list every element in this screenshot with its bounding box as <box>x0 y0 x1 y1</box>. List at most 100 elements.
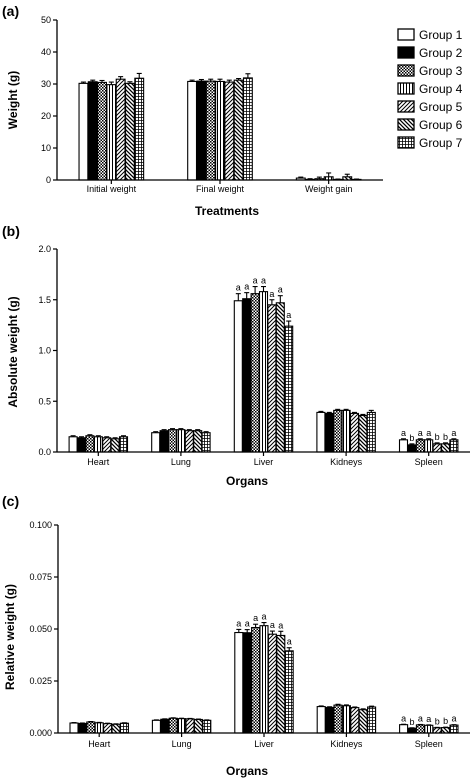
bar <box>350 707 360 734</box>
bar <box>398 439 409 453</box>
bar <box>134 77 145 181</box>
bar <box>68 436 78 453</box>
bar <box>224 81 235 181</box>
bar <box>215 80 225 181</box>
bar <box>234 631 244 734</box>
significance-letter: b <box>409 433 414 443</box>
bar <box>168 717 178 734</box>
x-tick-label: Liver <box>254 457 274 467</box>
x-tick-label: Final weight <box>196 184 245 194</box>
bar <box>233 300 243 453</box>
panel-label-b: (b) <box>2 223 20 239</box>
bar <box>103 723 113 734</box>
significance-letter: a <box>426 428 431 438</box>
significance-letter: b <box>443 432 448 442</box>
bar <box>449 439 459 453</box>
bar <box>349 412 360 453</box>
bar <box>367 706 377 734</box>
bar <box>258 291 269 453</box>
bar <box>111 723 121 734</box>
legend-label: Group 7 <box>419 136 463 150</box>
x-axis-title-b: Organs <box>226 474 268 488</box>
bar <box>275 302 285 453</box>
x-tick-label: Spleen <box>415 457 443 467</box>
significance-letter: b <box>443 716 448 726</box>
significance-letter: a <box>451 714 456 724</box>
bar <box>449 724 459 734</box>
significance-letter: a <box>261 276 266 286</box>
bar <box>110 438 120 453</box>
bar <box>69 722 79 734</box>
significance-letter: b <box>409 717 414 727</box>
y-axis-title-b: Absolute weight (g) <box>6 296 20 407</box>
legend-label: Group 4 <box>419 82 463 96</box>
y-tick-label: 0.100 <box>29 520 52 530</box>
legend-swatch <box>397 46 415 59</box>
x-tick-label: Lung <box>171 457 191 467</box>
significance-letter: a <box>269 289 274 299</box>
bar <box>77 722 87 734</box>
bar <box>205 80 216 181</box>
bar <box>250 293 260 453</box>
x-tick-label: Initial weight <box>87 184 137 194</box>
bar <box>316 411 326 453</box>
significance-letter: a <box>236 618 241 628</box>
x-tick-label: Spleen <box>415 739 443 749</box>
plot-a: 0 10 20 30 40 50 Initial weight Final weight Wei… <box>41 15 383 194</box>
legend-swatch <box>397 100 415 113</box>
bar <box>242 298 252 453</box>
bar <box>151 719 161 734</box>
bar <box>341 705 351 734</box>
y-tick-label: 0.050 <box>29 624 52 634</box>
bar <box>86 721 96 734</box>
y-axis-title-a: Weight (g) <box>6 71 20 129</box>
legend-swatch <box>397 136 415 149</box>
panel-a: (a) 0 10 20 30 40 50 Initial weight Final weigh… <box>2 3 383 218</box>
y-tick-label: 0.025 <box>29 676 52 686</box>
significance-letter: b <box>435 432 440 442</box>
significance-letter: a <box>278 285 283 295</box>
bar <box>187 80 198 181</box>
bar <box>284 650 294 734</box>
legend-swatch <box>397 82 415 95</box>
y-tick-label: 0.0 <box>38 447 51 457</box>
bar <box>324 412 334 453</box>
bar <box>185 718 195 734</box>
bar <box>316 706 326 734</box>
bar <box>242 632 252 734</box>
legend-item: Group 7 <box>397 136 463 150</box>
bar <box>106 84 117 181</box>
bar <box>267 304 277 453</box>
legend-item: Group 4 <box>397 82 463 96</box>
bar <box>87 81 98 181</box>
bar <box>151 432 161 453</box>
bar <box>424 724 434 734</box>
bar <box>124 82 135 181</box>
y-tick-label: 30 <box>41 79 51 89</box>
bar <box>251 626 261 734</box>
plot-b: 0.0 0.5 1.0 1.5 2.0 Heart Lung Liver Kidneys Sple… <box>38 244 470 467</box>
significance-letter: a <box>426 714 431 724</box>
significance-letter: a <box>451 428 456 438</box>
significance-letter: a <box>253 276 258 286</box>
x-tick-label: Kidneys <box>330 457 363 467</box>
bar <box>193 718 203 734</box>
x-tick-label: Liver <box>254 739 274 749</box>
significance-letter: a <box>270 620 275 630</box>
significance-letter: a <box>245 619 250 629</box>
bar <box>399 724 409 734</box>
legend: Group 1 Group 2 Group 3 Group 4 Group 5 … <box>397 28 463 150</box>
legend-label: Group 1 <box>419 28 463 42</box>
bar <box>432 727 442 734</box>
bar <box>102 437 112 453</box>
bar <box>333 704 343 734</box>
significance-letter: a <box>253 613 258 623</box>
bar <box>85 435 95 453</box>
bar <box>177 718 187 734</box>
significance-letter: a <box>401 713 406 723</box>
bar <box>407 727 417 734</box>
bar <box>176 429 186 453</box>
bar <box>259 625 269 734</box>
bar <box>94 722 104 734</box>
